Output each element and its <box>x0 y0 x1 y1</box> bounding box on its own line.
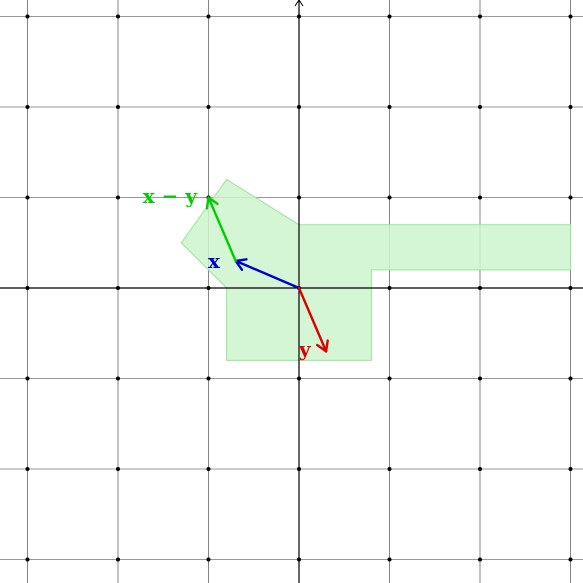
grid-dot <box>568 376 573 381</box>
grid-dot <box>568 286 573 290</box>
grid-dot <box>116 557 120 562</box>
grid-dot <box>297 195 301 200</box>
grid-dot <box>116 467 120 471</box>
grid-dot <box>25 105 30 109</box>
grid-dot <box>478 376 482 381</box>
grid-dot <box>297 557 301 562</box>
grid-dot <box>478 14 482 19</box>
grid-dot <box>297 14 301 19</box>
grid-dots <box>25 14 573 562</box>
grid-dot <box>387 467 392 471</box>
grid-dot <box>478 286 482 290</box>
grid-dot <box>297 467 301 471</box>
grid-dot <box>116 376 120 381</box>
grid-dot <box>206 557 211 562</box>
vector-label-x: x <box>208 249 221 273</box>
grid-dot <box>478 105 482 109</box>
grid-dot <box>116 105 120 109</box>
vector-y-shaft <box>297 286 328 353</box>
grid-dot <box>568 14 573 19</box>
shaded-region <box>180 178 571 361</box>
grid-dot <box>387 286 392 290</box>
grid-dot <box>25 14 30 19</box>
grid-dot <box>568 467 573 471</box>
vector-x-shaft <box>234 259 301 290</box>
grid-dot <box>297 376 301 381</box>
grid-dot <box>478 557 482 562</box>
vector-labels: x y x − y <box>143 184 312 361</box>
grid-dot <box>25 557 30 562</box>
vector-label-y: y <box>298 337 312 361</box>
grid-dot <box>568 195 573 200</box>
grid-dot <box>387 376 392 381</box>
grid-dot <box>387 14 392 19</box>
grid-dot <box>206 105 211 109</box>
vector-label-x-minus-y: x − y <box>143 184 199 208</box>
grid-dot <box>206 14 211 19</box>
grid-dot <box>387 195 392 200</box>
vector-y-arrowhead <box>316 339 329 353</box>
grid-dot <box>206 467 211 471</box>
grid-dot <box>568 557 573 562</box>
vector-x-minus-y-shaft <box>207 196 237 263</box>
grid-dot <box>25 195 30 200</box>
grid-dot <box>206 286 211 290</box>
region-polygon <box>180 178 571 361</box>
grid-dot <box>478 195 482 200</box>
grid-dot <box>116 195 120 200</box>
grid-dot <box>478 467 482 471</box>
grid-dot <box>206 376 211 381</box>
vectors <box>205 196 329 353</box>
grid-dot <box>25 376 30 381</box>
grid-dot <box>387 105 392 109</box>
grid-dot <box>116 14 120 19</box>
vector-x-minus-y-arrowhead <box>205 196 219 210</box>
grid-dot <box>25 467 30 471</box>
grid-dot <box>297 105 301 109</box>
grid-dot <box>25 286 30 290</box>
grid-dot <box>116 286 120 290</box>
grid-dot <box>568 105 573 109</box>
y-axis-arrow <box>294 0 304 7</box>
grid-dot <box>387 557 392 562</box>
